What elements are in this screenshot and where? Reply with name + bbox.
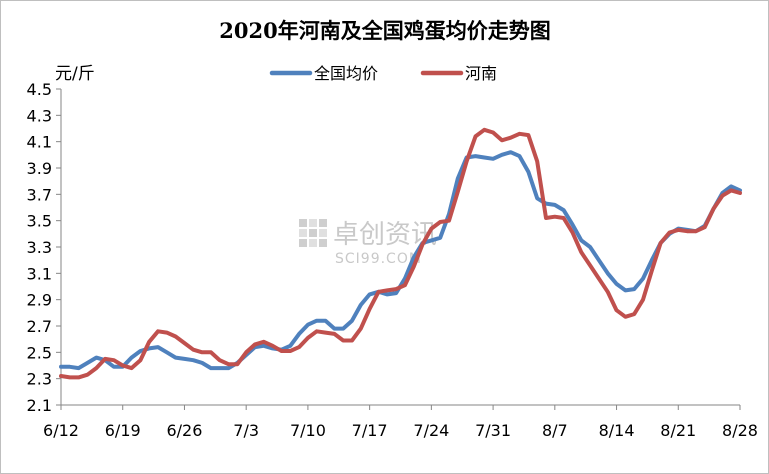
y-tick-label: 2.5 — [27, 343, 52, 362]
x-tick-label: 6/12 — [43, 421, 79, 440]
y-tick-label: 3.7 — [27, 185, 52, 204]
chart-title: 2020年河南及全国鸡蛋均价走势图 — [219, 18, 550, 43]
legend-label-henan: 河南 — [465, 64, 497, 83]
y-tick-label: 3.1 — [27, 264, 52, 283]
sci99-logo-icon — [299, 219, 327, 247]
x-tick-label: 7/10 — [290, 421, 326, 440]
legend-label-national: 全国均价 — [314, 64, 378, 83]
y-tick-label: 3.5 — [27, 212, 52, 231]
x-tick-label: 8/21 — [660, 421, 696, 440]
x-tick-label: 7/17 — [352, 421, 388, 440]
y-axis-unit-label: 元/斤 — [55, 64, 95, 84]
x-tick-label: 8/14 — [599, 421, 635, 440]
legend: 全国均价 河南 — [272, 64, 497, 83]
y-tick-label: 3.3 — [27, 238, 52, 257]
y-tick-label: 4.3 — [27, 106, 52, 125]
y-ticks: 2.1 2.3 2.5 2.7 2.9 3.1 3.3 3.5 3.7 3.9 4.1 4.3 4.5 — [27, 80, 61, 415]
x-tick-label: 6/26 — [166, 421, 202, 440]
y-tick-label: 2.1 — [27, 396, 52, 415]
x-ticks: 6/12 6/19 6/26 7/3 7/10 7/17 7/24 7/31 8/7 8/14 8/… — [43, 405, 758, 440]
x-tick-label: 6/19 — [105, 421, 141, 440]
x-tick-label: 7/24 — [413, 421, 449, 440]
y-tick-label: 2.9 — [27, 291, 52, 310]
y-tick-label: 2.3 — [27, 370, 52, 389]
x-tick-label: 7/31 — [475, 421, 511, 440]
y-tick-label: 3.9 — [27, 159, 52, 178]
x-tick-label: 8/7 — [542, 421, 568, 440]
y-tick-label: 2.7 — [27, 317, 52, 336]
x-tick-label: 8/28 — [722, 421, 758, 440]
x-tick-label: 7/3 — [233, 421, 259, 440]
y-tick-label: 4.1 — [27, 133, 52, 152]
y-tick-label: 4.5 — [27, 80, 52, 99]
